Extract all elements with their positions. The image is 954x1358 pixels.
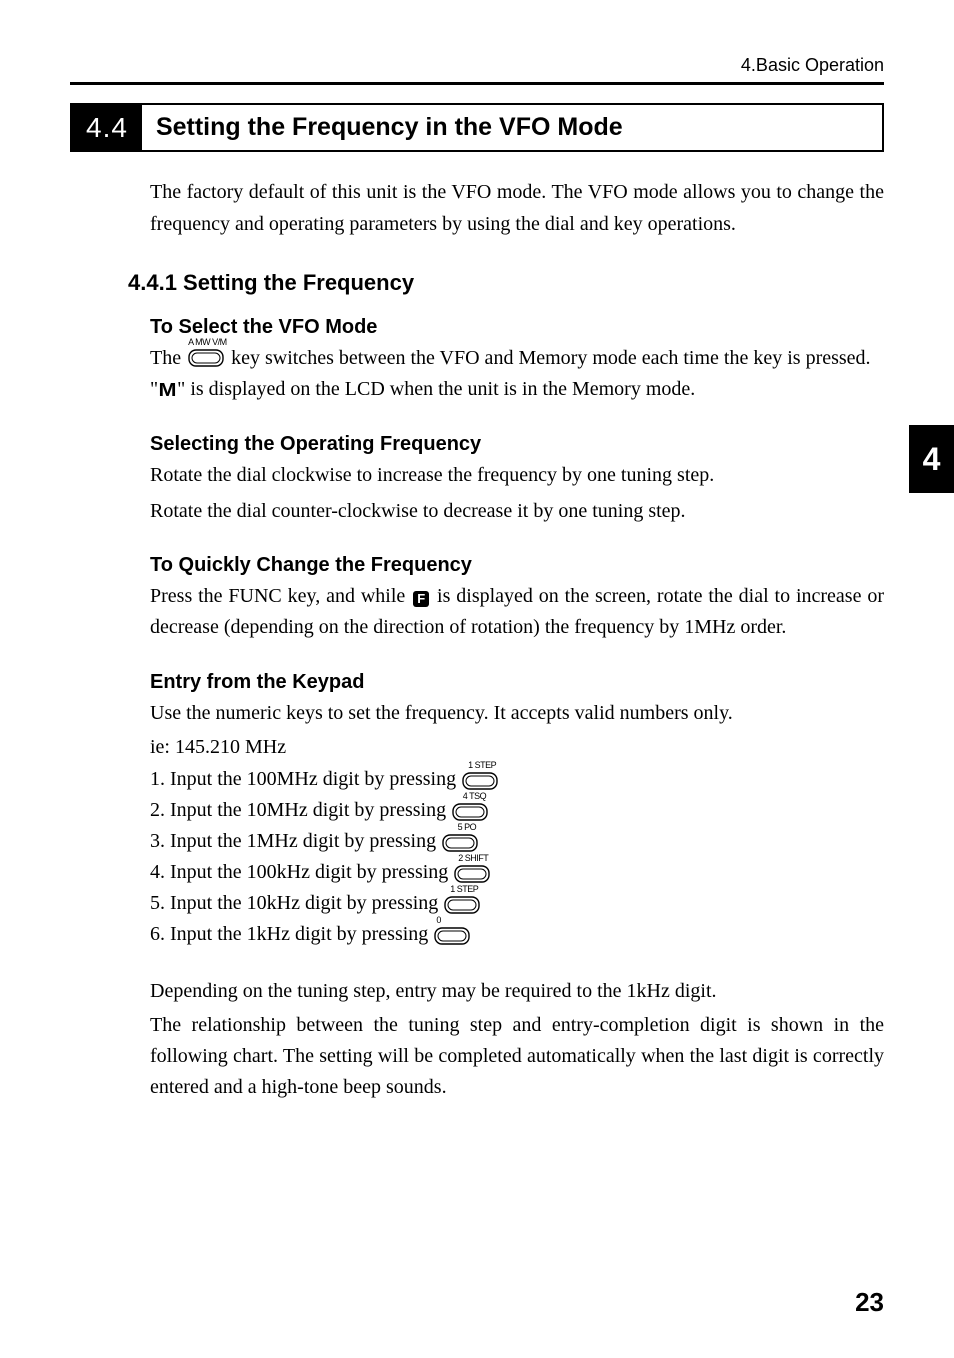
text: "	[150, 378, 158, 400]
step-text: 4. Input the 100kHz digit by pressing	[150, 859, 448, 886]
heading-select-vfo: To Select the VFO Mode	[150, 316, 884, 339]
step-row: 2. Input the 10MHz digit by pressing 4 T…	[150, 797, 884, 824]
step-text: 3. Input the 1MHz digit by pressing	[150, 828, 436, 855]
text: Press the FUNC key, and while	[150, 585, 411, 607]
step-row: 6. Input the 1kHz digit by pressing 0	[150, 921, 884, 948]
key-icon-0: 0	[434, 926, 470, 948]
page: 4.Basic Operation 4.4 Setting the Freque…	[0, 0, 954, 1358]
m-icon: M	[159, 377, 177, 405]
step-row: 1. Input the 100MHz digit by pressing 1 …	[150, 766, 884, 793]
section-number: 4.4	[72, 105, 142, 150]
top-rule	[70, 82, 884, 85]
f-icon: F	[413, 591, 429, 607]
text: The	[150, 347, 186, 369]
p-memory-mode: "M" is displayed on the LCD when the uni…	[150, 374, 884, 405]
subsection-heading: 4.4.1 Setting the Frequency	[128, 270, 884, 296]
key-label: 4 TSQ	[452, 790, 488, 802]
p-func-key: Press the FUNC key, and while F is displ…	[150, 581, 884, 643]
p-dial-ccw: Rotate the dial counter-clockwise to dec…	[150, 496, 884, 526]
step-text: 6. Input the 1kHz digit by pressing	[150, 921, 428, 948]
text: key switches between the VFO and Memory …	[226, 347, 870, 369]
key-label: 1 STEP	[462, 759, 498, 771]
key-label: 1 STEP	[444, 883, 480, 895]
heading-select-freq: Selecting the Operating Frequency	[150, 433, 884, 456]
p-vfo-key: The A MW V/M key switches between the VF…	[150, 343, 884, 374]
p-dial-cw: Rotate the dial clockwise to increase th…	[150, 460, 884, 490]
p-tuning-step: Depending on the tuning step, entry may …	[150, 976, 884, 1006]
breadcrumb: 4.Basic Operation	[70, 55, 884, 76]
p-numeric: Use the numeric keys to set the frequenc…	[150, 698, 884, 728]
heading-quick-change: To Quickly Change the Frequency	[150, 554, 884, 577]
step-text: 5. Input the 10kHz digit by pressing	[150, 890, 438, 917]
section-title: Setting the Frequency in the VFO Mode	[142, 105, 637, 150]
key-label: 2 SHIFT	[454, 852, 490, 864]
side-tab: 4	[909, 425, 954, 493]
step-row: 5. Input the 10kHz digit by pressing 1 S…	[150, 890, 884, 917]
intro-paragraph: The factory default of this unit is the …	[150, 176, 884, 240]
text: " is displayed on the LCD when the unit …	[177, 378, 695, 400]
p-relationship: The relationship between the tuning step…	[150, 1010, 884, 1103]
key-label: 5 PO	[442, 821, 478, 833]
heading-keypad: Entry from the Keypad	[150, 671, 884, 694]
key-icon-vm: A MW V/M	[188, 348, 224, 370]
section-header: 4.4 Setting the Frequency in the VFO Mod…	[70, 103, 884, 152]
step-row: 3. Input the 1MHz digit by pressing 5 PO	[150, 828, 884, 855]
step-row: 4. Input the 100kHz digit by pressing 2 …	[150, 859, 884, 886]
page-number: 23	[855, 1287, 884, 1318]
key-label: 0	[434, 914, 470, 926]
p-example: ie: 145.210 MHz	[150, 732, 884, 762]
step-text: 1. Input the 100MHz digit by pressing	[150, 766, 456, 793]
step-text: 2. Input the 10MHz digit by pressing	[150, 797, 446, 824]
key-label: A MW V/M	[188, 336, 224, 350]
